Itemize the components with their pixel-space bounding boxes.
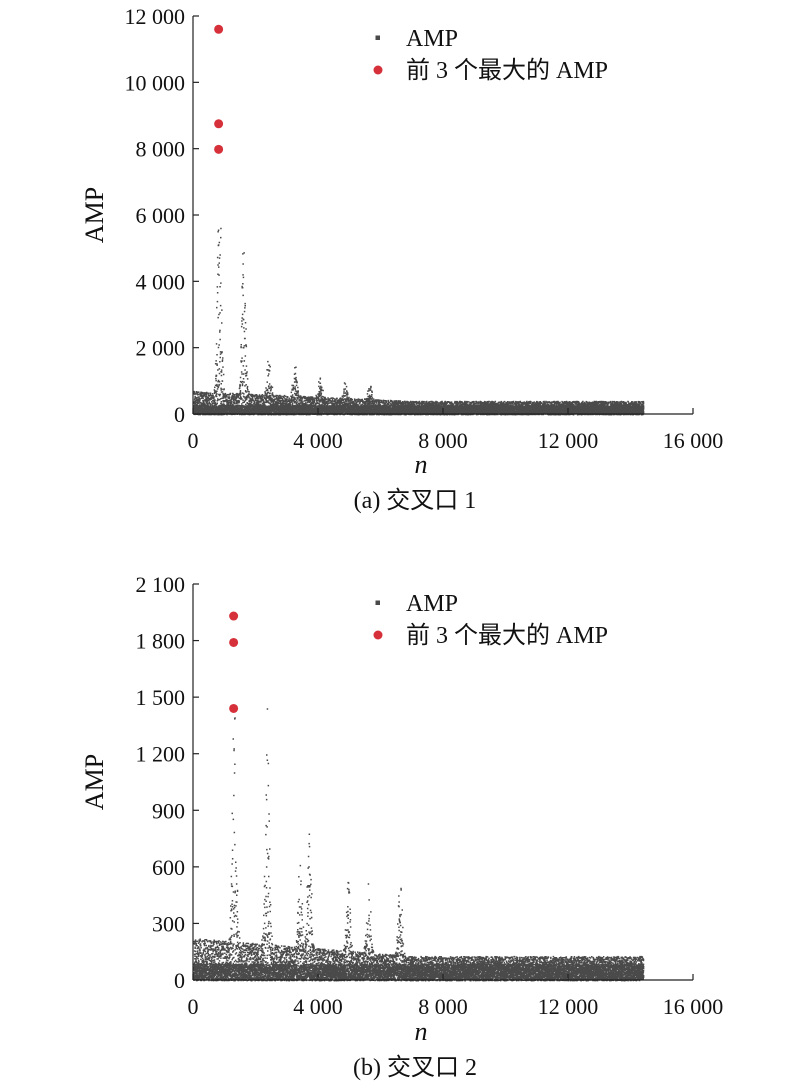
y-tick-label: 0 [174,968,185,993]
y-tick-label: 1 500 [136,685,186,710]
y-tick-label: 4 000 [136,269,186,294]
panel-caption: (b) 交叉口 2 [353,1054,477,1081]
y-tick-label: 10 000 [125,70,186,95]
top3-point [214,24,224,34]
top3-point [214,119,224,129]
top3-point [229,637,239,647]
panel-b: 0 300 600 900 1 200 1 500 1 800 2 100 0 4 000 8 00… [80,572,723,1081]
amp-point-cloud [193,708,645,982]
y-tick-label: 1 200 [136,742,186,767]
y-axis-label: AMP [80,187,109,243]
legend: AMP 前 3 个最大的 AMP [373,591,608,649]
legend-label-amp: AMP [406,26,458,52]
top3-point [214,144,224,154]
y-tick-label: 900 [152,798,185,823]
legend: AMP 前 3 个最大的 AMP [373,26,608,84]
legend-label-top3: 前 3 个最大的 AMP [406,622,608,649]
x-tick-label: 16 000 [663,994,724,1019]
amp-points [193,227,645,416]
x-tick-label: 4 000 [293,428,343,453]
amp-point-cloud [193,227,645,416]
x-tick-label: 8 000 [418,994,468,1019]
x-axis-label: n [415,450,428,479]
x-axis-label: n [415,1017,428,1046]
x-tick-label: 12 000 [538,428,599,453]
y-tick-label: 8 000 [136,137,186,162]
x-tick-label: 16 000 [663,428,724,453]
y-tick-label: 2 000 [136,336,186,361]
legend-label-top3: 前 3 个最大的 AMP [406,57,608,84]
x-tick-label: 4 000 [293,994,343,1019]
y-tick-label: 6 000 [136,203,186,228]
y-tick-label: 12 000 [125,4,186,29]
y-tick-label: 0 [174,402,185,427]
panel-a: 0 2 000 4 000 6 000 8 000 10 000 12 000 0 4 000 8… [80,4,723,514]
y-tick-label: 2 100 [136,572,186,597]
legend-label-amp: AMP [406,591,458,617]
y-axis-label: AMP [80,754,109,810]
y-tick-label: 1 800 [136,629,186,654]
x-tick-label: 8 000 [418,428,468,453]
legend-marker-amp [375,35,380,40]
x-tick-label: 0 [188,994,199,1019]
top3-point [229,703,239,713]
x-tick-label: 12 000 [538,994,599,1019]
legend-marker-top3 [373,630,383,640]
y-tick-label: 600 [152,855,185,880]
amp-points [193,708,645,982]
top3-point [229,611,239,621]
panel-caption: (a) 交叉口 1 [354,487,477,514]
y-tick-label: 300 [152,911,185,936]
x-tick-label: 0 [188,428,199,453]
legend-marker-top3 [373,65,383,75]
legend-marker-amp [375,600,380,605]
